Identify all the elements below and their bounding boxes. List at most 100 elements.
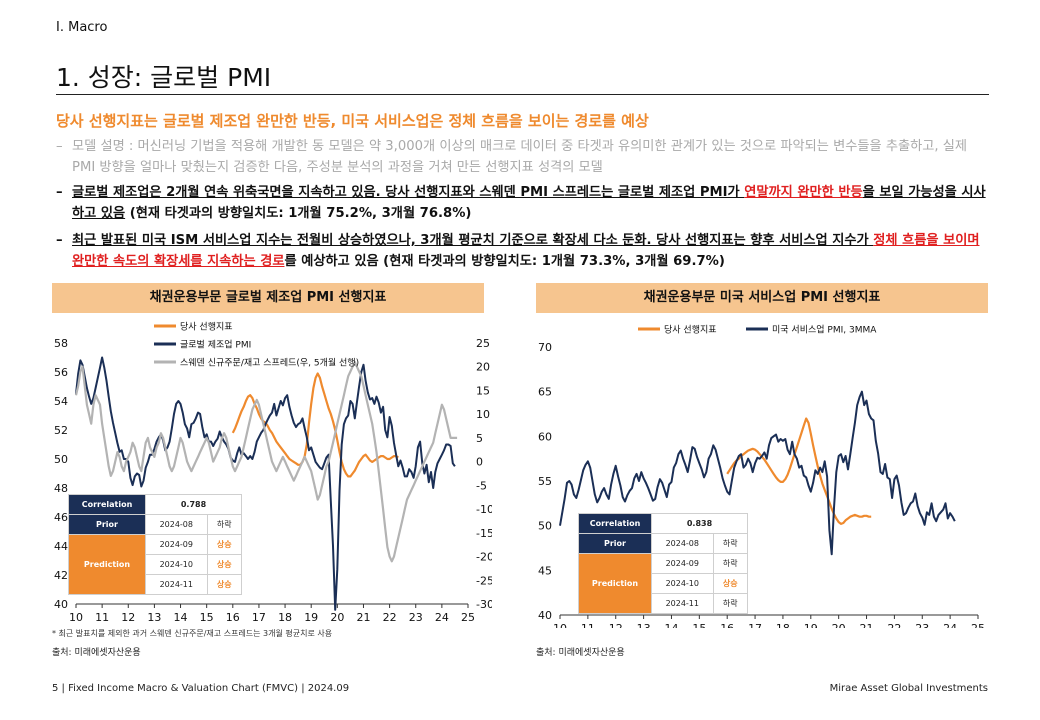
series-line-1 [231, 372, 399, 478]
footer-company: Mirae Asset Global Investments [829, 683, 988, 694]
x-tick-label: 19 [304, 611, 318, 624]
prediction-direction: 상승 [206, 554, 243, 575]
prior-date: 2024-08 [145, 514, 208, 535]
prediction-date: 2024-09 [651, 553, 714, 574]
prediction-direction: 하락 [712, 593, 749, 614]
x-tick-label: 20 [832, 622, 846, 628]
x-tick-label: 10 [69, 611, 83, 624]
y-tick-label-left: 52 [54, 424, 68, 437]
chart1-source: 출처: 미래에셋자산운용 [52, 648, 141, 658]
correlation-table-2: Correlation 0.838 Prior 2024-08 하락 Predi… [578, 513, 749, 614]
y-tick-label-left: 56 [54, 366, 68, 379]
x-tick-label: 21 [356, 611, 370, 624]
prediction-date: 2024-11 [651, 593, 714, 614]
x-tick-label: 11 [581, 622, 595, 628]
title-divider [56, 94, 989, 95]
y-tick-label-left: 58 [54, 337, 68, 350]
series-line-1 [726, 417, 872, 525]
y-tick-label-right: -30 [476, 598, 492, 611]
x-tick-label: 24 [943, 622, 957, 628]
y-tick-label-left: 54 [54, 395, 68, 408]
x-tick-label: 25 [971, 622, 985, 628]
y-tick-label-left: 65 [538, 386, 552, 399]
bullet-text-highlight: 정체 흐름을 보이며 완만한 속도의 확장세를 지속하는 경로 [72, 233, 980, 269]
x-tick-label: 21 [860, 622, 874, 628]
chart1-global-manufacturing-pmi: 10 11 12 13 14 15 16 17 18 19 20 21 22 23 24 25 40 42 44 46… [54, 321, 492, 625]
chart2-us-services-pmi: 10 11 12 13 14 15 16 17 18 19 20 21 22 23 24 25 40 45 50 55… [538, 324, 985, 629]
y-tick-label-left: 50 [54, 453, 68, 466]
bullet-text-part2: 을 보일 가능성을 시사하고 있음 [72, 185, 986, 221]
prediction-date: 2024-09 [145, 534, 208, 555]
x-tick-label: 15 [200, 611, 214, 624]
chart1-footnote: * 최근 발표치를 제외한 과거 스웨덴 신규주문/재고 스프레드는 3개월 평… [52, 629, 333, 638]
x-tick-label: 17 [252, 611, 266, 624]
y-tick-label-right: 20 [476, 361, 490, 374]
prediction-date: 2024-10 [145, 554, 208, 575]
y-tick-label-right: 0 [476, 456, 483, 469]
chart1-title: 채권운용부문 글로벌 제조업 PMI 선행지표 [52, 283, 484, 313]
corr-label: Correlation [578, 513, 652, 534]
x-tick-label: 18 [776, 622, 790, 628]
bullet-dash: – [56, 185, 63, 200]
x-tick-label: 15 [692, 622, 706, 628]
y-tick-label-right: -25 [476, 574, 492, 587]
y-tick-label-right: -15 [476, 527, 492, 540]
x-tick-label: 25 [461, 611, 475, 624]
x-tick-label: 16 [226, 611, 240, 624]
legend-label: 당사 선행지표 [664, 324, 717, 336]
bullet-dash: – [56, 233, 63, 248]
bullet-dash: – [56, 139, 63, 154]
prediction-direction: 상승 [206, 534, 243, 555]
y-tick-label-left: 40 [538, 609, 552, 622]
page-title: 1. 성장: 글로벌 PMI [56, 63, 272, 92]
chart2-title: 채권운용부문 미국 서비스업 PMI 선행지표 [536, 283, 988, 313]
y-tick-label-right: -20 [476, 551, 492, 564]
headline: 당사 선행지표는 글로벌 제조업 완만한 반등, 미국 서비스업은 정체 흐름을… [56, 112, 649, 130]
prior-direction: 하락 [712, 533, 749, 554]
x-tick-label: 22 [383, 611, 397, 624]
x-tick-label: 20 [330, 611, 344, 624]
series-line-2 [559, 390, 956, 556]
x-tick-label: 19 [804, 622, 818, 628]
bullet-model-description: – 모델 설명 : 머신러닝 기법을 적용해 개발한 동 모델은 약 3,000… [56, 136, 991, 178]
prior-date: 2024-08 [651, 533, 714, 554]
prediction-label: Prediction [578, 553, 652, 614]
y-tick-label-right: 25 [476, 337, 490, 350]
legend-label: 스웨덴 신규주문/재고 스프레드(우, 5개월 선행) [180, 357, 359, 369]
bullet-text-part3: (현재 타겟과의 방향일치도: 1개월 73.3%, 3개월 69.7%) [378, 254, 725, 269]
corr-value: 0.788 [145, 494, 242, 515]
bullet-text-part1: 최근 발표된 미국 ISM 서비스업 지수는 전월비 상승하였으나, 3개월 평… [72, 233, 874, 248]
y-tick-label-left: 70 [538, 341, 552, 354]
prior-label: Prior [578, 533, 652, 554]
series-line-3 [74, 360, 458, 563]
y-tick-label-right: 15 [476, 384, 490, 397]
y-tick-label-left: 46 [54, 511, 68, 524]
prediction-direction: 하락 [712, 553, 749, 574]
prior-label: Prior [68, 514, 146, 535]
bullet-text: 모델 설명 : 머신러닝 기법을 적용해 개발한 동 모델은 약 3,000개 … [72, 139, 968, 175]
y-tick-label-left: 60 [538, 430, 552, 443]
y-tick-label-left: 40 [54, 598, 68, 611]
y-tick-label-right: 10 [476, 408, 490, 421]
x-tick-label: 22 [887, 622, 901, 628]
prediction-date: 2024-10 [651, 573, 714, 594]
y-tick-label-left: 45 [538, 564, 552, 577]
legend-label: 당사 선행지표 [180, 321, 233, 333]
bullet-global-manufacturing: – 글로벌 제조업은 2개월 연속 위축국면을 지속하고 있음. 당사 선행지표… [56, 182, 991, 224]
x-tick-label: 14 [664, 622, 678, 628]
chart2-source: 출처: 미래에셋자산운용 [536, 648, 625, 658]
bullet-text-highlight: 연말까지 완만한 반등 [744, 185, 863, 200]
x-tick-label: 24 [435, 611, 449, 624]
y-tick-label-left: 42 [54, 569, 68, 582]
footer-page-info: 5 | Fixed Income Macro & Valuation Chart… [52, 683, 350, 694]
bullet-us-services: – 최근 발표된 미국 ISM 서비스업 지수는 전월비 상승하였으나, 3개월… [56, 230, 991, 272]
corr-label: Correlation [68, 494, 146, 515]
x-tick-label: 12 [609, 622, 623, 628]
x-tick-label: 13 [147, 611, 161, 624]
prior-direction: 하락 [206, 514, 243, 535]
prediction-label: Prediction [68, 534, 146, 595]
x-tick-label: 12 [121, 611, 135, 624]
y-tick-label-right: -10 [476, 503, 492, 516]
x-tick-label: 18 [278, 611, 292, 624]
bullet-text-part3: (현재 타겟과의 방향일치도: 1개월 75.2%, 3개월 76.8%) [125, 206, 472, 221]
